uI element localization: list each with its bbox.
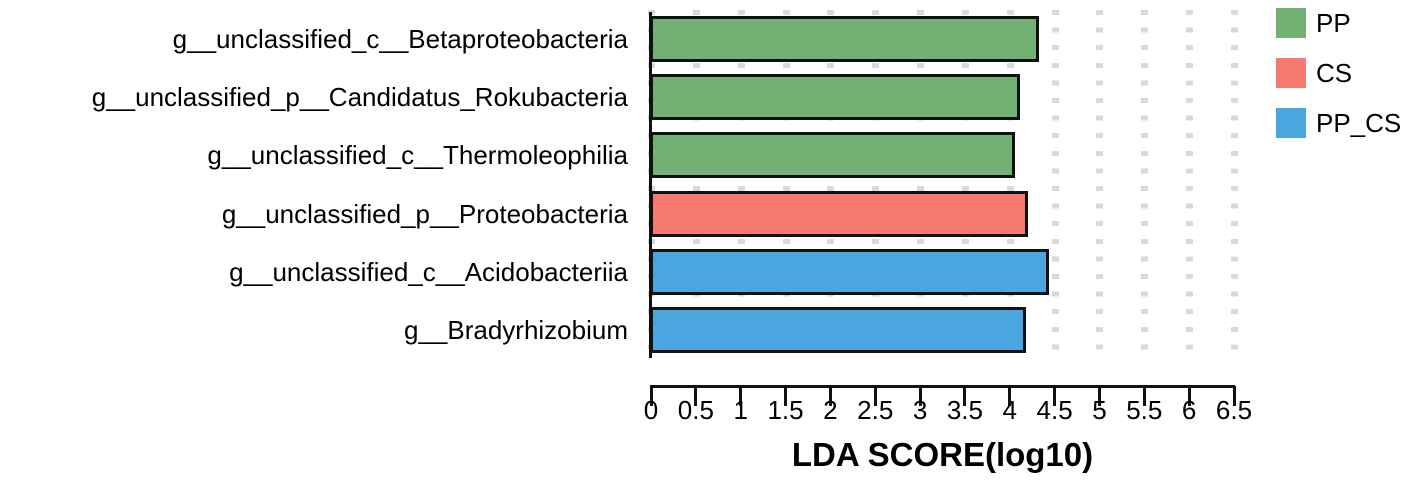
category-label: g__Bradyrhizobium — [403, 315, 628, 345]
grid-column — [782, 10, 790, 360]
grid-column — [692, 10, 700, 360]
grid-column — [1186, 10, 1194, 360]
grid-column — [1231, 10, 1238, 360]
legend-swatch-pp-cs — [1276, 108, 1306, 138]
x-tick — [963, 386, 967, 406]
category-label: g__unclassified_c__Thermoleophilia — [207, 140, 628, 171]
grid-column — [1006, 10, 1014, 360]
category-label: g__unclassified_c__Acidobacteriia — [229, 256, 628, 287]
grid-column — [961, 10, 969, 360]
category-label: g__unclassified_c__Betaproteobacteria — [172, 24, 628, 54]
x-tick-label: 4 — [1002, 395, 1017, 425]
x-tick-label: 3 — [912, 395, 928, 425]
category-label: g__unclassified_p__Candidatus_Rokubacter… — [91, 82, 628, 113]
grid-column — [827, 10, 835, 360]
x-tick-label: 0 — [643, 395, 659, 425]
x-tick-label: 5 — [1092, 395, 1107, 425]
x-axis-title: LDA SCORE(log10) — [791, 436, 1094, 473]
x-tick-label: 3.5 — [946, 395, 983, 425]
legend-label: CS — [1316, 58, 1353, 88]
legend-swatch-cs — [1276, 58, 1306, 88]
bar-pp — [650, 16, 1040, 62]
bar-cs — [650, 190, 1028, 237]
grid-column — [1051, 10, 1059, 360]
x-tick — [828, 386, 832, 406]
y-axis-line — [649, 12, 652, 358]
category-label: g__unclassified_p__Proteobacteria — [221, 198, 628, 229]
x-tick — [649, 386, 653, 406]
x-tick — [1053, 386, 1057, 406]
x-tick — [1187, 386, 1191, 406]
x-tick-label: 4.5 — [1036, 395, 1073, 425]
x-tick — [1232, 386, 1236, 406]
legend-swatch-pp — [1276, 8, 1306, 38]
x-tick — [918, 386, 922, 406]
x-tick-label: 0.5 — [677, 395, 714, 425]
x-tick — [739, 386, 743, 406]
x-tick — [694, 386, 698, 406]
x-tick-label: 5.5 — [1126, 395, 1163, 425]
grid-column — [872, 10, 880, 360]
grid-column — [1141, 10, 1149, 360]
x-tick — [1008, 386, 1012, 406]
legend-label: PP — [1316, 8, 1351, 38]
grid-column — [917, 10, 925, 360]
grid-column — [1096, 10, 1104, 360]
legend-label: PP_CS — [1316, 108, 1402, 138]
bar-pp-cs — [650, 248, 1050, 295]
bar-pp — [650, 132, 1016, 179]
x-tick-label: 1 — [733, 395, 748, 425]
bar-pp — [650, 74, 1020, 121]
x-axis-line — [650, 385, 1235, 388]
bar-pp-cs — [650, 307, 1027, 353]
x-tick-label: 6 — [1181, 395, 1197, 425]
x-tick-label: 6.5 — [1215, 395, 1253, 425]
x-tick-label: 2 — [823, 395, 838, 425]
x-tick — [873, 386, 877, 406]
x-tick-label: 1.5 — [767, 395, 804, 425]
grid-column — [737, 10, 745, 360]
x-tick — [784, 386, 788, 406]
x-tick — [1142, 386, 1146, 406]
x-tick-label: 2.5 — [857, 395, 894, 425]
x-tick — [1097, 386, 1101, 406]
